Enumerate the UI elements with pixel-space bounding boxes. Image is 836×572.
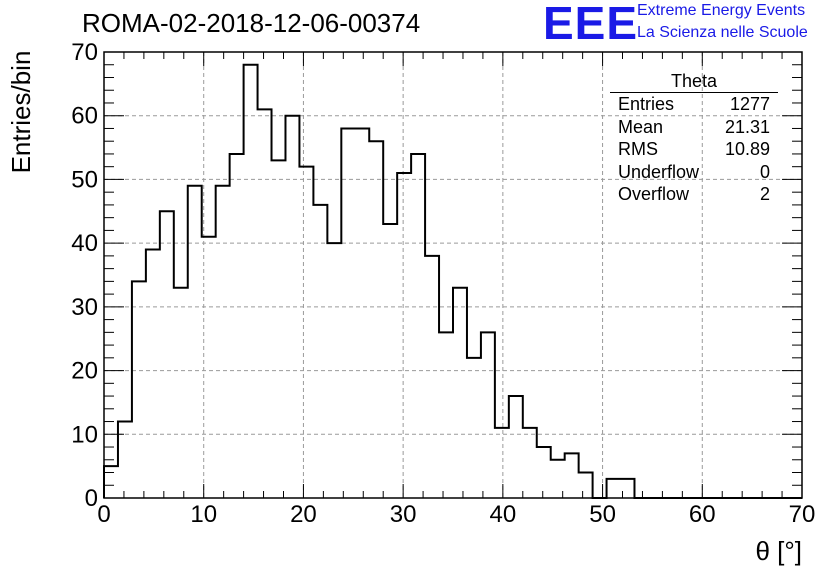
x-tick-label: 20	[290, 501, 317, 528]
stats-row-mean: Mean 21.31	[610, 116, 778, 139]
stats-row-rms: RMS 10.89	[610, 138, 778, 161]
stats-label: Entries	[618, 94, 675, 114]
axis-ticks	[103, 51, 803, 499]
y-tick-label: 60	[71, 103, 98, 130]
x-tick-label: 70	[789, 501, 816, 528]
y-axis-label: Entries/bin	[6, 51, 36, 174]
y-tick-label: 70	[71, 39, 98, 66]
x-tick-label: 10	[190, 501, 217, 528]
stats-value: 2	[759, 184, 770, 204]
stats-label: Overflow	[618, 184, 690, 204]
logo-line-1: Extreme Energy Events	[637, 2, 806, 19]
stats-row-entries: Entries 1277	[610, 93, 778, 116]
stats-row-underflow: Underflow 0	[610, 161, 778, 184]
y-tick-label: 30	[71, 294, 98, 321]
y-tick-label: 50	[71, 166, 98, 193]
stats-value: 21.31	[724, 116, 770, 137]
stats-value: 0	[759, 161, 770, 182]
y-tick-label: 10	[71, 421, 98, 448]
stats-title: Theta	[610, 70, 778, 93]
logo-line-2: La Scienza nelle Scuole	[637, 24, 808, 41]
eee-logo: EEE	[543, 0, 639, 49]
x-axis-label: θ [°]	[755, 536, 802, 566]
y-tick-label: 40	[71, 230, 98, 257]
x-tick-label: 60	[689, 501, 716, 528]
x-tick-label: 40	[490, 501, 517, 528]
stats-label: Mean	[618, 116, 664, 137]
stats-label: Underflow	[618, 161, 700, 182]
stats-value: 1277	[729, 94, 770, 114]
stats-box: Theta Entries 1277 Mean 21.31 RMS 10.89 …	[610, 70, 778, 206]
chart-title: ROMA-02-2018-12-06-00374	[82, 8, 421, 38]
x-tick-label: 50	[589, 501, 616, 528]
x-tick-label: 0	[97, 501, 110, 528]
stats-value: 10.89	[724, 139, 770, 159]
grid-lines	[104, 52, 802, 498]
y-tick-label: 20	[71, 358, 98, 385]
plot-frame	[103, 51, 803, 499]
stats-label: RMS	[618, 139, 658, 159]
stats-row-overflow: Overflow 2	[610, 183, 778, 206]
y-tick-label: 0	[85, 485, 98, 512]
histogram-series	[103, 63, 802, 499]
x-tick-label: 30	[390, 501, 417, 528]
